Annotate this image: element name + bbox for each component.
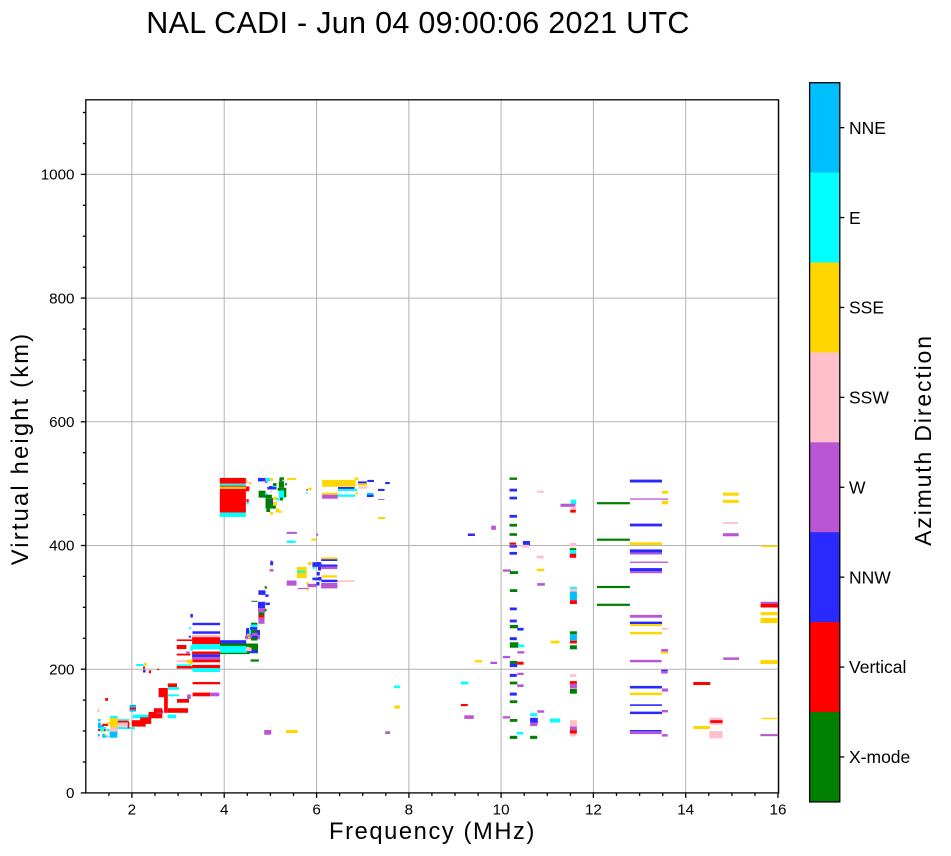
svg-text:0: 0 [66,785,74,802]
svg-text:W: W [849,477,866,497]
svg-text:Azimuth Direction: Azimuth Direction [910,334,936,546]
svg-text:Vertical: Vertical [849,657,906,677]
svg-text:4: 4 [220,802,228,819]
svg-text:10: 10 [493,802,510,819]
svg-text:200: 200 [49,661,74,678]
svg-text:E: E [849,208,861,228]
svg-text:NAL CADI - Jun 04 09:00:06 202: NAL CADI - Jun 04 09:00:06 2021 UTC [146,6,689,40]
svg-text:NNW: NNW [849,567,891,587]
svg-text:400: 400 [49,538,74,555]
svg-text:2: 2 [128,802,136,819]
svg-text:6: 6 [312,802,320,819]
svg-text:14: 14 [677,802,694,819]
svg-text:1000: 1000 [41,167,75,184]
svg-text:X-mode: X-mode [849,747,910,767]
svg-text:12: 12 [585,802,602,819]
svg-text:SSW: SSW [849,388,889,408]
svg-text:NNE: NNE [849,118,886,138]
svg-text:Virtual height (km): Virtual height (km) [8,332,34,566]
svg-text:Frequency (MHz): Frequency (MHz) [329,819,536,845]
svg-text:8: 8 [405,802,413,819]
svg-text:800: 800 [49,290,74,307]
svg-text:16: 16 [770,802,787,819]
svg-text:SSE: SSE [849,298,884,318]
svg-text:600: 600 [49,414,74,431]
